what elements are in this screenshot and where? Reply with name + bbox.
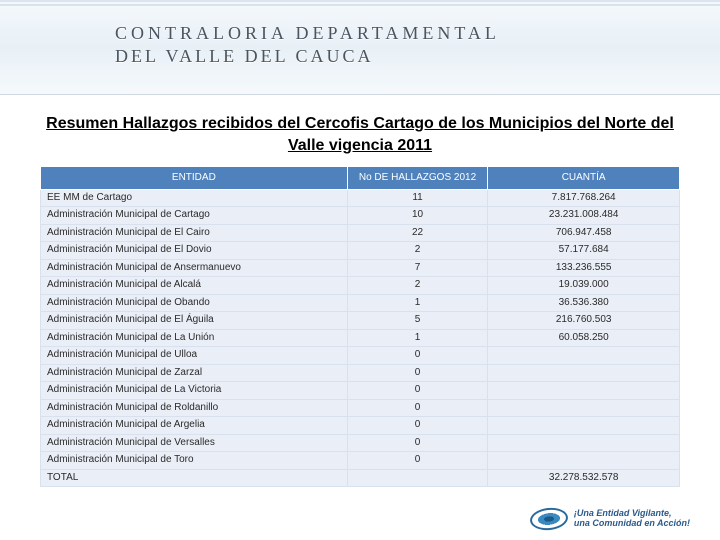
- cell-cuantia: 36.536.380: [488, 294, 680, 312]
- table-row: Administración Municipal de El Águila521…: [41, 312, 680, 330]
- cell-num: 0: [347, 452, 488, 470]
- cell-num: 0: [347, 417, 488, 435]
- cell-entidad: Administración Municipal de Toro: [41, 452, 348, 470]
- cell-cuantia: [488, 347, 680, 365]
- cell-entidad: Administración Municipal de Cartago: [41, 207, 348, 225]
- org-title-line1: CONTRALORIA DEPARTAMENTAL: [115, 22, 500, 45]
- table-row: Administración Municipal de Alcalá219.03…: [41, 277, 680, 295]
- footer-line2: una Comunidad en Acción!: [574, 519, 690, 529]
- cell-cuantia: [488, 434, 680, 452]
- table-row: Administración Municipal de Roldanillo0: [41, 399, 680, 417]
- cell-entidad: Administración Municipal de Versalles: [41, 434, 348, 452]
- cell-entidad: Administración Municipal de La Victoria: [41, 382, 348, 400]
- cell-entidad: Administración Municipal de Roldanillo: [41, 399, 348, 417]
- cell-cuantia: 32.278.532.578: [488, 469, 680, 487]
- cell-num: 22: [347, 224, 488, 242]
- cell-cuantia: 7.817.768.264: [488, 189, 680, 207]
- cell-num: 0: [347, 364, 488, 382]
- cell-entidad: Administración Municipal de Obando: [41, 294, 348, 312]
- table-row: Administración Municipal de Cartago1023.…: [41, 207, 680, 225]
- cell-entidad: Administración Municipal de El Águila: [41, 312, 348, 330]
- table-container: ENTIDAD No DE HALLAZGOS 2012 CUANTÍA EE …: [40, 166, 680, 487]
- cell-num: 10: [347, 207, 488, 225]
- cell-cuantia: 216.760.503: [488, 312, 680, 330]
- cell-num: 2: [347, 277, 488, 295]
- cell-entidad: TOTAL: [41, 469, 348, 487]
- col-cuantia: CUANTÍA: [488, 167, 680, 190]
- cell-entidad: Administración Municipal de Zarzal: [41, 364, 348, 382]
- cell-num: 5: [347, 312, 488, 330]
- cell-num: 0: [347, 434, 488, 452]
- cell-num: 1: [347, 329, 488, 347]
- cell-num: 2: [347, 242, 488, 260]
- cell-entidad: Administración Municipal de Ansermanuevo: [41, 259, 348, 277]
- cell-cuantia: 60.058.250: [488, 329, 680, 347]
- cell-num: 11: [347, 189, 488, 207]
- cell-num: 7: [347, 259, 488, 277]
- footer-slogan: ¡Una Entidad Vigilante, una Comunidad en…: [574, 509, 690, 529]
- cell-num: [347, 469, 488, 487]
- cell-entidad: Administración Municipal de Alcalá: [41, 277, 348, 295]
- cell-cuantia: [488, 452, 680, 470]
- table-row: Administración Municipal de Ulloa0: [41, 347, 680, 365]
- table-row: Administración Municipal de Zarzal0: [41, 364, 680, 382]
- cell-num: 0: [347, 382, 488, 400]
- cell-entidad: EE MM de Cartago: [41, 189, 348, 207]
- cell-entidad: Administración Municipal de Argelia: [41, 417, 348, 435]
- table-row: Administración Municipal de Ansermanuevo…: [41, 259, 680, 277]
- table-row: Administración Municipal de La Unión160.…: [41, 329, 680, 347]
- eye-icon: [529, 506, 569, 532]
- table-row: Administración Municipal de Obando136.53…: [41, 294, 680, 312]
- banner-decor: [0, 0, 720, 8]
- cell-cuantia: 23.231.008.484: [488, 207, 680, 225]
- cell-cuantia: [488, 364, 680, 382]
- cell-cuantia: 133.236.555: [488, 259, 680, 277]
- cell-num: 0: [347, 347, 488, 365]
- table-row: TOTAL 32.278.532.578: [41, 469, 680, 487]
- table-header-row: ENTIDAD No DE HALLAZGOS 2012 CUANTÍA: [41, 167, 680, 190]
- cell-num: 0: [347, 399, 488, 417]
- cell-entidad: Administración Municipal de El Cairo: [41, 224, 348, 242]
- cell-cuantia: [488, 399, 680, 417]
- table-row: Administración Municipal de Versalles0: [41, 434, 680, 452]
- cell-cuantia: 706.947.458: [488, 224, 680, 242]
- table-row: Administración Municipal de El Dovio257.…: [41, 242, 680, 260]
- col-num: No DE HALLAZGOS 2012: [347, 167, 488, 190]
- cell-entidad: Administración Municipal de Ulloa: [41, 347, 348, 365]
- org-title: CONTRALORIA DEPARTAMENTAL DEL VALLE DEL …: [115, 22, 500, 69]
- cell-cuantia: 19.039.000: [488, 277, 680, 295]
- col-entidad: ENTIDAD: [41, 167, 348, 190]
- cell-cuantia: [488, 382, 680, 400]
- cell-entidad: Administración Municipal de El Dovio: [41, 242, 348, 260]
- table-row: Administración Municipal de El Cairo2270…: [41, 224, 680, 242]
- table-row: EE MM de Cartago117.817.768.264: [41, 189, 680, 207]
- table-row: Administración Municipal de La Victoria0: [41, 382, 680, 400]
- hallazgos-table: ENTIDAD No DE HALLAZGOS 2012 CUANTÍA EE …: [40, 166, 680, 487]
- cell-entidad: Administración Municipal de La Unión: [41, 329, 348, 347]
- footer-logo: ¡Una Entidad Vigilante, una Comunidad en…: [530, 508, 690, 530]
- table-row: Administración Municipal de Toro0: [41, 452, 680, 470]
- table-row: Administración Municipal de Argelia0: [41, 417, 680, 435]
- page-title: Resumen Hallazgos recibidos del Cercofis…: [40, 113, 680, 156]
- org-title-line2: DEL VALLE DEL CAUCA: [115, 45, 500, 68]
- cell-cuantia: 57.177.684: [488, 242, 680, 260]
- cell-cuantia: [488, 417, 680, 435]
- header-banner: CONTRALORIA DEPARTAMENTAL DEL VALLE DEL …: [0, 0, 720, 95]
- cell-num: 1: [347, 294, 488, 312]
